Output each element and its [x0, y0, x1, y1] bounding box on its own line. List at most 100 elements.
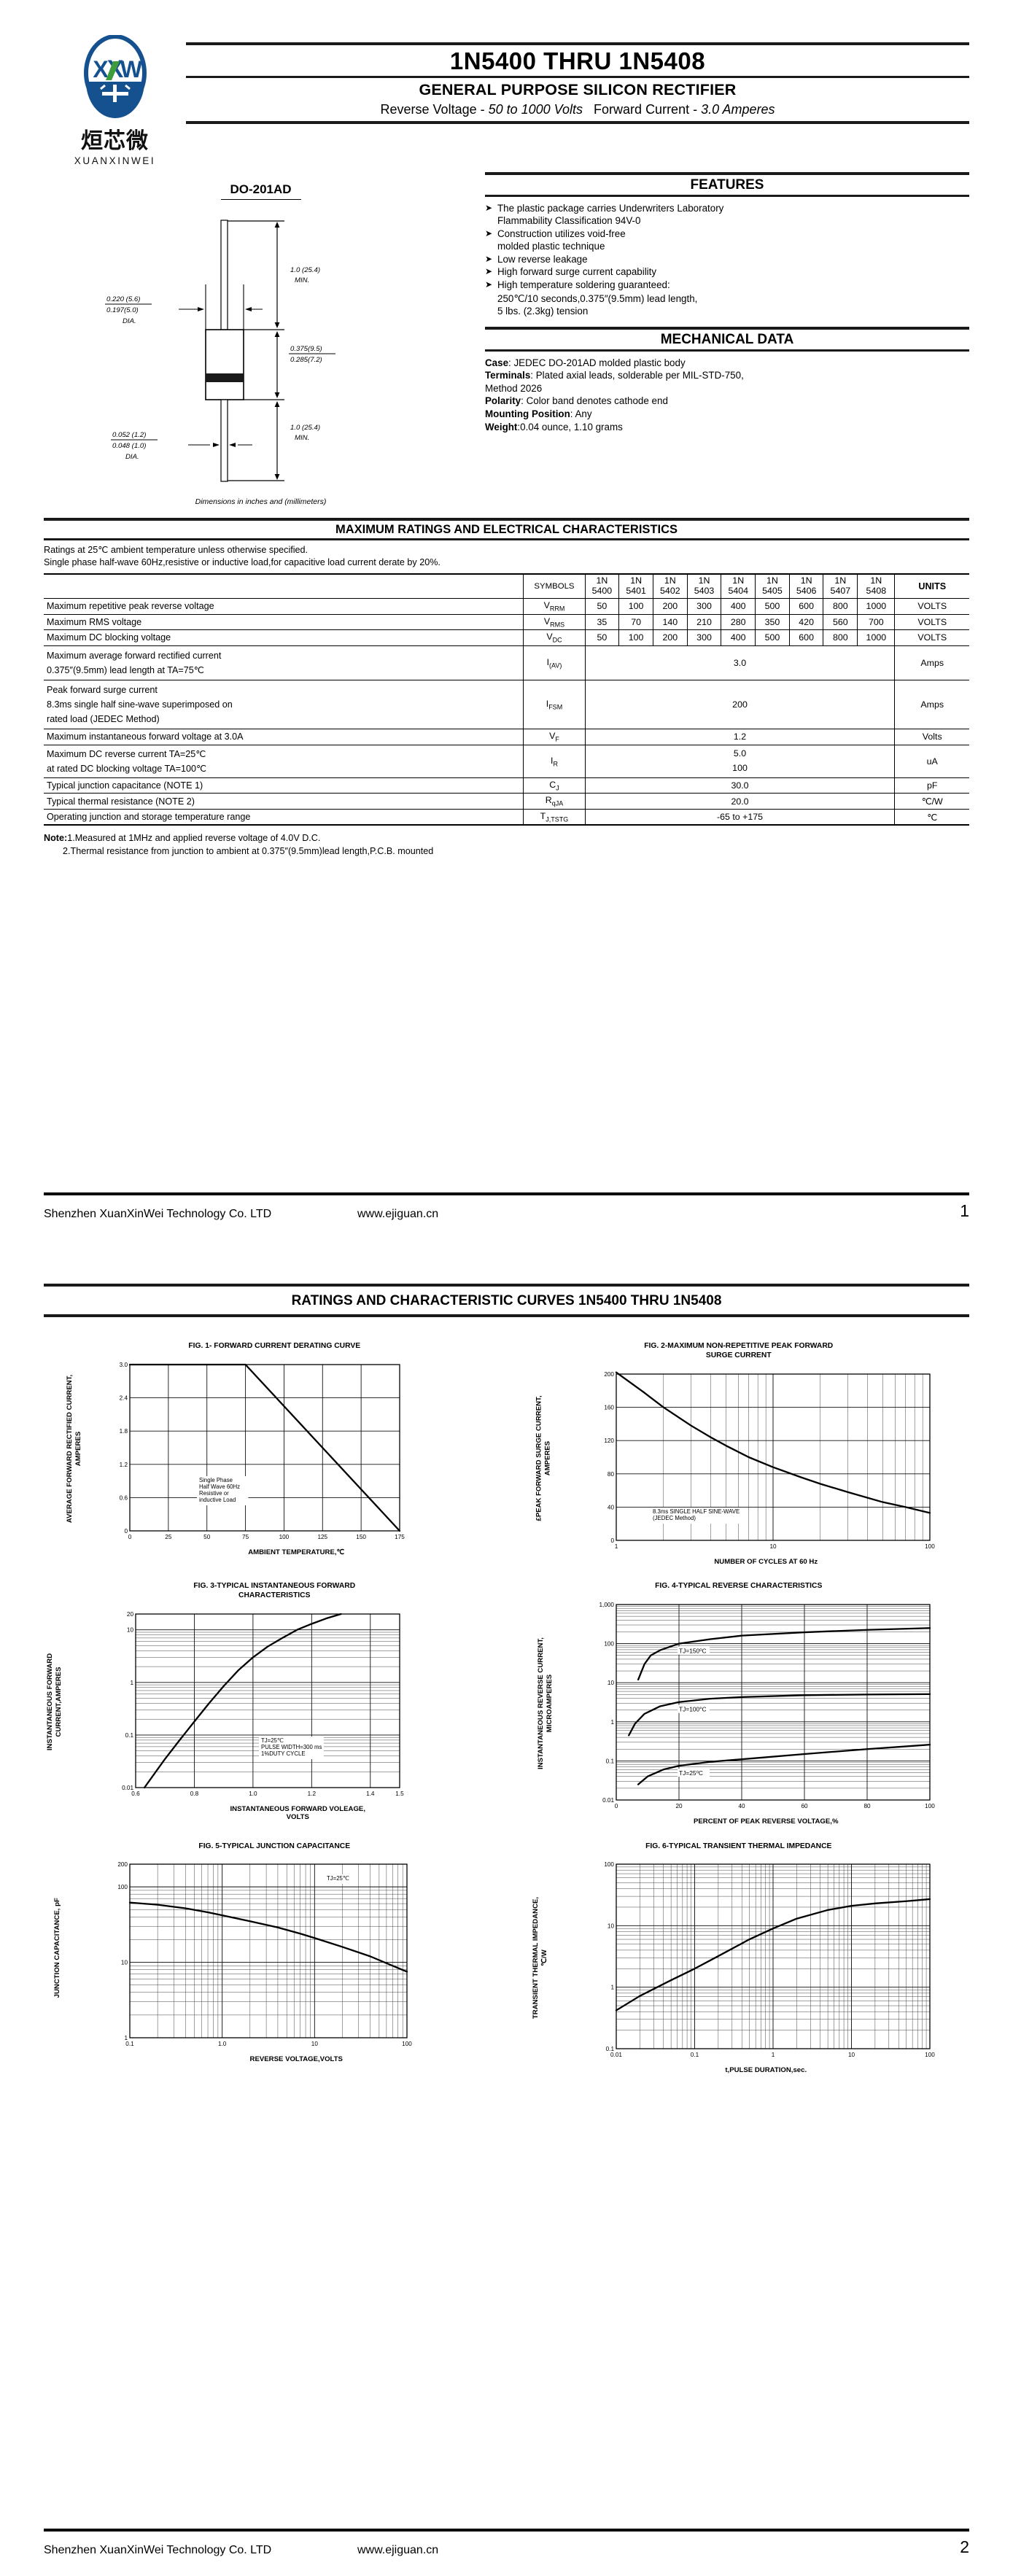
fig2-xtick: 100 — [925, 1543, 935, 1550]
fig4-xtick: 80 — [863, 1803, 871, 1809]
fig6-title: FIG. 6-TYPICAL TRANSIENT THERMAL IMPEDAN… — [645, 1842, 832, 1850]
cell-value-span: 20.0 — [584, 793, 896, 810]
package-name: DO-201AD — [230, 182, 292, 196]
row-unit: uA — [894, 744, 969, 778]
fig1-annotation-line: Resistive or — [199, 1490, 229, 1497]
fig1-xtick: 75 — [242, 1534, 249, 1540]
row-symbol: RqJA — [523, 793, 586, 810]
fig4-series-label: TJ=150⁰C — [679, 1648, 707, 1655]
fig4-ytick: 0.01 — [602, 1797, 614, 1804]
fig4-xtick: 0 — [614, 1803, 618, 1809]
logo-chinese-name: 烜芯微 — [81, 128, 149, 154]
curves-heading-block: RATINGS AND CHARACTERISTIC CURVES 1N5400… — [44, 1284, 969, 1317]
fig3-ytick: 0.1 — [125, 1732, 134, 1739]
package-dimension-caption: Dimensions in inches and (millimeters) — [195, 497, 327, 506]
cell-value: 200 — [652, 598, 688, 615]
chart-cell-fig3: FIG. 3-TYPICAL INSTANTANEOUS FORWARD CHAR… — [42, 1582, 507, 1826]
do201ad-outline-svg: 1.0 (25.4) MIN. 0.220 (5.6) 0.197(5.0) D… — [105, 220, 335, 482]
footer-url[interactable]: www.ejiguan.cn — [357, 2544, 439, 2556]
cell-value: 300 — [686, 629, 722, 646]
feature-line: The plastic package carries Underwriters… — [497, 203, 724, 214]
mechanical-value: 0.04 ounce, 1.10 grams — [520, 421, 623, 432]
symbol-subscript: DC — [552, 636, 562, 644]
list-item: ➤ High forward surge current capability — [485, 265, 969, 278]
fig4-xtick: 60 — [801, 1803, 808, 1809]
fig4-ytick: 1,000 — [599, 1602, 614, 1608]
fig2-ytick: 200 — [604, 1371, 614, 1378]
ratings-heading: MAXIMUM RATINGS AND ELECTRICAL CHARACTER… — [335, 523, 678, 536]
feature-line: High temperature soldering guaranteed: — [497, 279, 670, 290]
fig6-ylabel: TRANSIENT THERMAL IMPEDANCE, ℃/W — [531, 1896, 548, 2020]
fig3-xtick: 1.2 — [308, 1791, 317, 1797]
mechanical-row: Weight:0.04 ounce, 1.10 grams — [485, 421, 969, 434]
fig1-annotation-line: Half Wave 60Hz — [199, 1483, 240, 1490]
col-symbols: SYMBOLS — [523, 573, 586, 600]
row-symbol: I(AV) — [523, 645, 586, 680]
fig1-xtick: 150 — [356, 1534, 366, 1540]
fig4-ytick: 0.1 — [605, 1758, 614, 1764]
cell-value: 35 — [584, 613, 620, 630]
fig4-svg: 0 20 40 60 80 100 0.01 0.1 1 10 100 1,000 TJ=150⁰C TJ… — [599, 1602, 935, 1809]
cell-value-span: 1.2 — [584, 729, 896, 745]
fig3-ytick: 10 — [127, 1627, 134, 1634]
row-symbol: VF — [523, 729, 586, 745]
dim-lead-dia-max: 0.052 (1.2) — [112, 431, 146, 439]
mechanical-label: Polarity — [485, 395, 521, 407]
product-ratings-line: Reverse Voltage - 50 to 1000 Volts Forwa… — [186, 100, 969, 121]
fig4-series-TJ-150-C — [637, 1627, 931, 1681]
bullet-arrow-icon: ➤ — [485, 228, 493, 238]
footer-url[interactable]: www.ejiguan.cn — [357, 1208, 439, 1220]
mechanical-sep: : — [521, 395, 527, 407]
cell-value: 560 — [823, 613, 858, 630]
characteristic-curves-grid: FIG. 1- FORWARD CURRENT DERATING CURVE 0… — [42, 1342, 971, 2075]
cell-value: 400 — [721, 629, 756, 646]
fig4-series-TJ-100-C — [627, 1693, 931, 1737]
reverse-voltage-label: Reverse Voltage - — [380, 102, 489, 117]
col-description — [44, 573, 524, 600]
cell-value: 100 — [618, 629, 653, 646]
fig2-ytick: 120 — [604, 1438, 614, 1444]
cell-value: 70 — [618, 613, 653, 630]
mechanical-row: Case: JEDEC DO-201AD molded plastic body — [485, 357, 969, 370]
mechanical-label: Case — [485, 357, 509, 368]
fig1-xtick: 125 — [317, 1534, 327, 1540]
features-rule-top — [485, 172, 969, 175]
row-desc: Maximum instantaneous forward voltage at… — [44, 729, 524, 745]
fig2-xlabel: NUMBER OF CYCLES AT 60 Hz — [714, 1557, 818, 1566]
cell-value-span: 3.0 — [584, 645, 896, 680]
fig5-xtick: 100 — [402, 2041, 412, 2047]
fig1-series-derating — [128, 1363, 401, 1532]
package-name-underline — [220, 199, 301, 200]
chart-cell-fig5: FIG. 5-TYPICAL JUNCTION CAPACITANCE 0.1 1… — [42, 1842, 507, 2075]
fig1-annotation-line: inductive Load — [199, 1497, 236, 1503]
features-and-mechanical: FEATURES ➤ The plastic package carries Un… — [478, 172, 969, 506]
mechanical-label: Mounting Position — [485, 408, 570, 419]
fig6-ytick: 100 — [604, 1861, 614, 1868]
fig6-xtick: 1 — [771, 2052, 775, 2058]
fig1-ylabel: AVERAGE FORWARD RECTIFIED CURRENT, AMPERE… — [66, 1374, 82, 1523]
logo-mark-icon: X X X W — [83, 35, 147, 118]
col-part-1n5405: 1N 5405 — [755, 573, 790, 600]
dim-lead-dia-min: 0.048 (1.0) — [112, 442, 146, 450]
mechanical-row: Mounting Position: Any — [485, 408, 969, 421]
fig4-plot: 0 20 40 60 80 100 0.01 0.1 1 10 100 1,000 TJ=150⁰C TJ… — [507, 1594, 971, 1826]
fig1-ytick: 1.2 — [120, 1462, 128, 1468]
col-units: UNITS — [894, 573, 969, 600]
fig2-series-surge — [615, 1371, 931, 1514]
feature-solder-line-2: 5 lbs. (2.3kg) tension — [497, 306, 589, 317]
fig3-xlabel: INSTANTANEOUS FORWARD VOLEAGE, VOLTS — [230, 1804, 365, 1822]
dim-body-dia-max: 0.220 (5.6) — [106, 295, 140, 303]
chart-cell-fig1: FIG. 1- FORWARD CURRENT DERATING CURVE 0… — [42, 1342, 507, 1566]
fig6-xtick: 0.01 — [610, 2052, 622, 2058]
row-symbol: IR — [523, 744, 586, 778]
fig3-ytick: 0.01 — [122, 1785, 133, 1791]
cell-value: 50 — [584, 598, 620, 615]
row-unit: VOLTS — [894, 629, 969, 646]
cell-value: 100 — [618, 598, 653, 615]
fig2-ytick: 0 — [610, 1537, 614, 1544]
row-desc: Maximum DC blocking voltage — [44, 629, 524, 646]
feature-line: High forward surge current capability — [497, 266, 657, 278]
row-desc: Peak forward surge current 8.3ms single … — [44, 679, 524, 729]
fig1-xtick: 25 — [165, 1534, 172, 1540]
fig1-xtick: 0 — [128, 1534, 132, 1540]
